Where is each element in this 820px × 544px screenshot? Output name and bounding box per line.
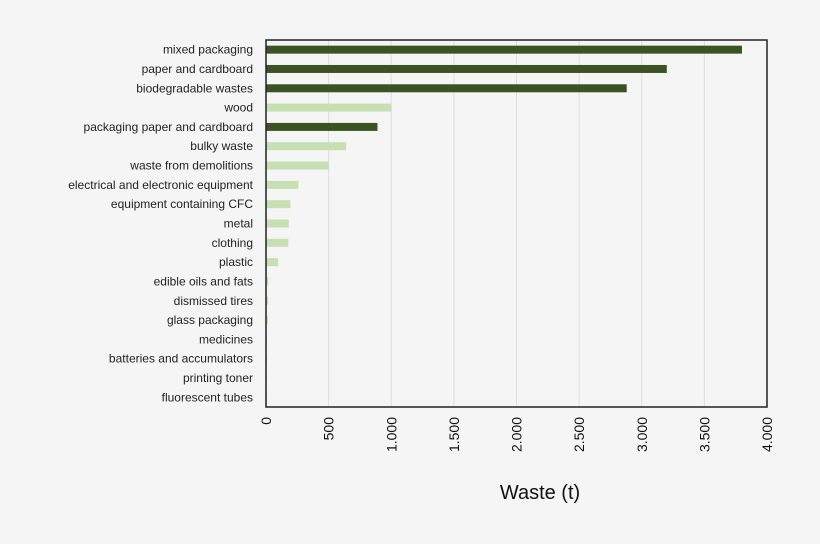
category-label: mixed packaging xyxy=(163,43,253,57)
plot-frame xyxy=(265,39,768,408)
bar xyxy=(266,142,347,151)
category-label: fluorescent tubes xyxy=(162,390,253,404)
bar xyxy=(266,180,299,189)
category-label: biodegradable wastes xyxy=(136,81,253,95)
x-tick-label: 2.000 xyxy=(509,417,525,452)
x-tick-labels: 0 500 1.000 1.500 2.000 2.500 3.000 3.500 4.000 xyxy=(258,417,775,452)
x-tick-label: 0 xyxy=(258,417,274,425)
category-label: dismissed tires xyxy=(174,294,253,308)
bar xyxy=(266,219,289,228)
category-label: printing toner xyxy=(183,371,253,385)
bar xyxy=(266,296,269,305)
bars xyxy=(266,45,742,402)
category-label: edible oils and fats xyxy=(154,274,253,288)
category-label: electrical and electronic equipment xyxy=(68,178,253,192)
x-tick-label: 1.500 xyxy=(446,417,462,452)
category-label: bulky waste xyxy=(190,139,253,153)
category-label: metal xyxy=(224,217,253,231)
x-axis-label: Waste (t) xyxy=(500,482,580,504)
category-label: waste from demolitions xyxy=(129,159,253,173)
category-label: equipment containing CFC xyxy=(111,197,253,211)
category-label: clothing xyxy=(212,236,253,250)
x-tick-label: 500 xyxy=(321,417,337,441)
category-label: wood xyxy=(223,101,253,115)
bar xyxy=(266,277,269,286)
category-labels: mixed packaging paper and cardboard biodeg… xyxy=(68,43,253,405)
category-label: packaging paper and cardboard xyxy=(84,120,253,134)
category-label: medicines xyxy=(199,332,253,346)
gridlines xyxy=(328,40,705,407)
bar xyxy=(266,316,268,325)
x-tick-label: 1.000 xyxy=(383,417,399,452)
bar xyxy=(266,122,378,131)
bar xyxy=(266,45,742,54)
bar xyxy=(266,84,627,93)
bar xyxy=(266,64,667,73)
bar xyxy=(266,238,289,247)
category-label: batteries and accumulators xyxy=(109,352,253,366)
category-label: glass packaging xyxy=(167,313,253,327)
bar xyxy=(266,103,392,112)
x-tick-label: 3.000 xyxy=(634,417,650,452)
x-tick-label: 2.500 xyxy=(571,417,587,452)
category-label: plastic xyxy=(219,255,253,269)
x-tick-label: 4.000 xyxy=(759,417,775,452)
category-label: paper and cardboard xyxy=(142,62,253,76)
bar xyxy=(266,258,279,267)
bar xyxy=(266,161,329,170)
bar xyxy=(266,200,291,209)
x-tick-label: 3.500 xyxy=(696,417,712,452)
